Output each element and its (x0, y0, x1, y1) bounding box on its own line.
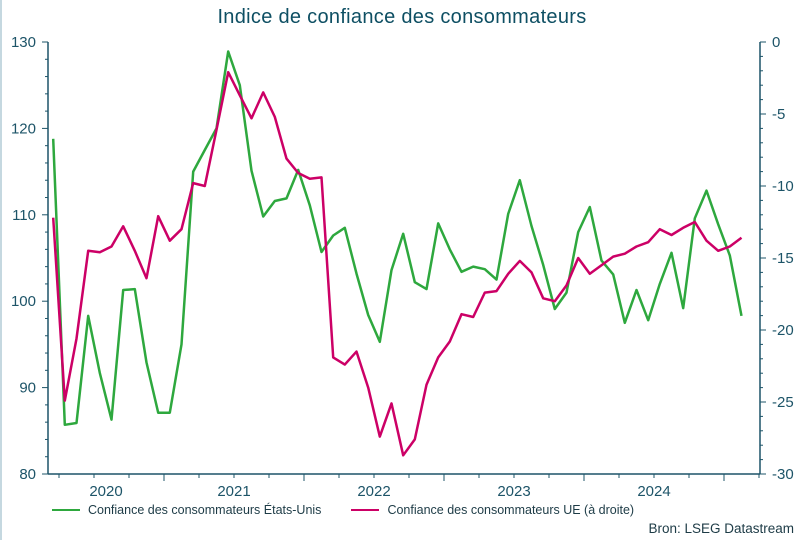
y-right-tick-label: 0 (772, 34, 780, 51)
y-right-tick-label: -15 (772, 250, 794, 267)
legend: Confiance des consommateurs États-Unis C… (52, 503, 634, 517)
legend-swatch-us (52, 509, 80, 511)
y-right-tick-label: -25 (772, 394, 794, 411)
x-tick-label: 2022 (357, 483, 390, 500)
y-left-tick-label: 130 (11, 34, 36, 51)
y-left-tick-label: 80 (19, 466, 36, 483)
y-right-tick-label: -20 (772, 322, 794, 339)
y-right-tick-label: -10 (772, 178, 794, 195)
y-left-tick-label: 110 (12, 207, 36, 224)
series-line-eu (51, 70, 743, 457)
source-note: Bron: LSEG Datastream (648, 521, 794, 536)
x-tick-label: 2024 (637, 483, 670, 500)
legend-item-us: Confiance des consommateurs États-Unis (52, 503, 321, 517)
series-line-us (51, 50, 743, 427)
chart-title: Indice de confiance des consommateurs (217, 6, 587, 28)
y-left-tick-label: 90 (19, 380, 36, 397)
y-right-tick-label: -5 (772, 106, 785, 123)
x-tick-label: 2020 (89, 483, 122, 500)
legend-item-eu: Confiance des consommateurs UE (à droite… (351, 503, 634, 517)
legend-label-eu: Confiance des consommateurs UE (à droite… (387, 503, 635, 517)
x-tick-label: 2021 (217, 483, 250, 500)
x-tick-label: 2023 (497, 483, 530, 500)
y-left-tick-label: 100 (11, 293, 36, 310)
legend-label-us: Confiance des consommateurs États-Unis (88, 503, 322, 517)
legend-swatch-eu (351, 509, 380, 511)
y-left-tick-label: 120 (11, 120, 36, 137)
y-right-tick-label: -30 (772, 466, 794, 483)
